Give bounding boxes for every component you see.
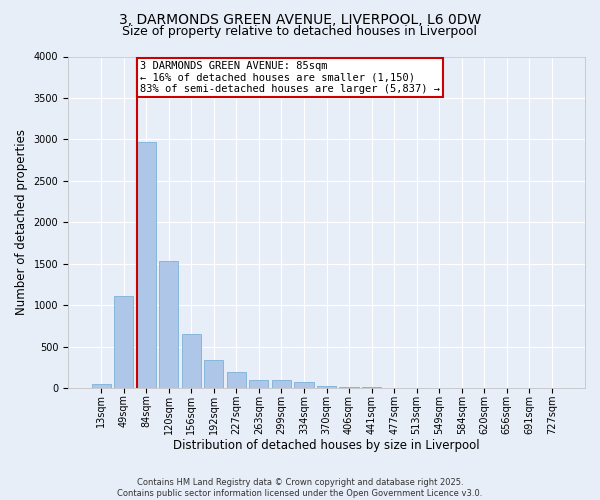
Bar — [92, 384, 110, 388]
Text: Size of property relative to detached houses in Liverpool: Size of property relative to detached ho… — [122, 25, 478, 38]
Bar — [272, 380, 291, 388]
Text: Contains HM Land Registry data © Crown copyright and database right 2025.
Contai: Contains HM Land Registry data © Crown c… — [118, 478, 482, 498]
Bar — [227, 372, 246, 388]
Bar — [159, 262, 178, 388]
Bar — [317, 386, 336, 388]
Text: 3, DARMONDS GREEN AVENUE, LIVERPOOL, L6 0DW: 3, DARMONDS GREEN AVENUE, LIVERPOOL, L6 … — [119, 12, 481, 26]
Text: 3 DARMONDS GREEN AVENUE: 85sqm
← 16% of detached houses are smaller (1,150)
83% : 3 DARMONDS GREEN AVENUE: 85sqm ← 16% of … — [140, 60, 440, 94]
Bar — [250, 380, 268, 388]
Bar — [182, 334, 201, 388]
Bar — [340, 387, 359, 388]
Bar — [295, 382, 314, 388]
Y-axis label: Number of detached properties: Number of detached properties — [15, 130, 28, 316]
Bar — [114, 296, 133, 388]
Bar — [137, 142, 156, 388]
X-axis label: Distribution of detached houses by size in Liverpool: Distribution of detached houses by size … — [173, 440, 480, 452]
Bar — [204, 360, 223, 388]
